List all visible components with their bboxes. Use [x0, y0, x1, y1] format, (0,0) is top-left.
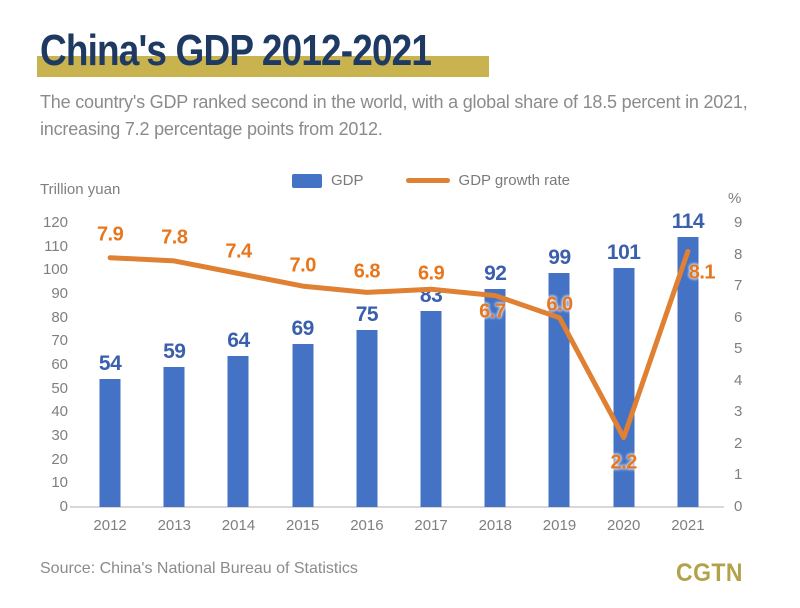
- left-axis-tick-40: 40: [51, 403, 68, 421]
- gdp-value-label-2019: 99: [548, 245, 571, 269]
- gdp-value-label-2014: 64: [227, 328, 250, 352]
- year-label-2016: 2016: [350, 517, 384, 534]
- bar-slot-2015: 69 2015: [271, 223, 335, 534]
- growth-rate-label-2021: 8.1: [688, 261, 716, 284]
- source-credit: Source: China's National Bureau of Stati…: [40, 560, 358, 577]
- year-label-2017: 2017: [414, 517, 448, 534]
- left-axis-tick-110: 110: [44, 237, 68, 255]
- gdp-bar-2017: [420, 310, 442, 507]
- right-axis-title: %: [728, 190, 742, 207]
- year-label-2020: 2020: [607, 517, 641, 534]
- gdp-bar-2012: [99, 379, 121, 507]
- right-axis-tick-2: 2: [734, 434, 743, 452]
- left-axis-tick-100: 100: [42, 261, 68, 279]
- left-axis-tick-20: 20: [51, 450, 68, 468]
- year-label-2015: 2015: [286, 517, 320, 534]
- bar-slot-2012: 54 2012: [78, 223, 142, 534]
- left-axis-tick-0: 0: [59, 498, 68, 515]
- right-axis-tick-8: 8: [734, 245, 743, 263]
- gdp-value-label-2018: 92: [484, 262, 507, 286]
- year-label-2013: 2013: [157, 517, 191, 534]
- growth-rate-label-2016: 6.8: [353, 260, 381, 283]
- year-label-2019: 2019: [542, 517, 577, 534]
- growth-rate-line: [107, 248, 691, 441]
- growth-rate-label-2013: 7.8: [161, 226, 188, 249]
- subtitle-line-2: increasing 7.2 percentage points from 20…: [40, 119, 383, 139]
- bar-slot-2014: 64 2014: [206, 223, 270, 534]
- subtitle: The country's GDP ranked second in the w…: [40, 89, 780, 143]
- left-axis-title: Trillion yuan: [40, 181, 121, 198]
- x-axis-line: [70, 506, 724, 508]
- gdp-bar-2014: [227, 355, 249, 507]
- right-axis-tick-1: 1: [734, 466, 743, 484]
- gdp-bar-2015: [292, 343, 314, 507]
- left-axis-tick-90: 90: [51, 285, 68, 302]
- right-axis-tick-3: 3: [734, 403, 743, 421]
- growth-rate-label-2020: 2.2: [610, 451, 638, 474]
- gdp-bar-2013: [163, 367, 185, 507]
- left-axis-tick-50: 50: [51, 379, 68, 397]
- right-axis-tick-9: 9: [734, 214, 743, 231]
- chart-legend: GDP GDP growth rate: [0, 172, 800, 189]
- growth-rate-label-2015: 7.0: [289, 254, 317, 277]
- right-axis-tick-6: 6: [734, 308, 743, 326]
- gdp-value-label-2013: 59: [163, 340, 186, 364]
- title-block: China's GDP 2012-2021: [37, 26, 506, 78]
- left-axis-tick-80: 80: [51, 308, 68, 326]
- cgtn-logo: CGTN: [676, 559, 744, 587]
- gdp-value-label-2020: 101: [606, 240, 641, 264]
- legend-gdp-label: GDP: [331, 172, 364, 189]
- right-axis-tick-5: 5: [734, 340, 743, 358]
- bar-slot-2013: 59 2013: [142, 223, 206, 534]
- legend-item-gdp: GDP: [292, 172, 364, 189]
- growth-rate-label-2018: 6.7: [479, 300, 506, 323]
- gdp-bar-2018: [484, 289, 506, 507]
- growth-rate-label-2014: 7.4: [225, 240, 252, 263]
- gdp-value-label-2015: 69: [291, 316, 315, 340]
- growth-line-swatch-icon: [405, 178, 450, 183]
- gdp-value-label-2012: 54: [98, 352, 122, 376]
- bar-slot-2016: 75 2016: [335, 223, 399, 535]
- right-axis-tick-0: 0: [734, 498, 743, 515]
- bar-slot-2020: 101 2020: [592, 223, 656, 534]
- year-label-2021: 2021: [671, 517, 705, 534]
- gdp-value-label-2021: 114: [671, 210, 705, 234]
- title-highlight-bar: [37, 56, 489, 77]
- right-axis-tick-7: 7: [734, 277, 743, 295]
- year-label-2012: 2012: [93, 517, 127, 534]
- legend-growth-label: GDP growth rate: [458, 172, 570, 189]
- gdp-value-label-2016: 75: [355, 302, 379, 326]
- left-axis-tick-30: 30: [51, 427, 68, 444]
- growth-rate-label-2019: 6.0: [546, 293, 573, 316]
- plot-area: 120 110 100 90 80 70 60 50 40 30 20 10 0 9 8 7 6 5 4 3 2 1 0 54…: [43, 210, 742, 535]
- page-title: China's GDP 2012-2021: [40, 26, 432, 75]
- gdp-bar-2020: [613, 267, 635, 507]
- gdp-bar-2016: [356, 329, 378, 507]
- growth-rate-label-2017: 6.9: [417, 262, 445, 285]
- growth-rate-label-2012: 7.9: [96, 223, 124, 246]
- left-axis-tick-60: 60: [51, 356, 68, 373]
- year-label-2014: 2014: [221, 517, 256, 534]
- gdp-bar-2021: [677, 237, 699, 507]
- subtitle-line-1: The country's GDP ranked second in the w…: [40, 92, 748, 112]
- legend-item-growth-rate: GDP growth rate: [405, 172, 570, 189]
- left-axis-tick-120: 120: [42, 214, 68, 231]
- year-label-2018: 2018: [478, 517, 512, 534]
- bar-slot-2018: 92 2018: [463, 223, 527, 534]
- left-axis-tick-10: 10: [51, 474, 68, 492]
- right-axis-tick-4: 4: [734, 371, 743, 389]
- left-axis-tick-70: 70: [51, 332, 68, 350]
- gdp-bar-swatch-icon: [292, 173, 323, 188]
- bar-slot-2021: 114 2021: [656, 210, 720, 534]
